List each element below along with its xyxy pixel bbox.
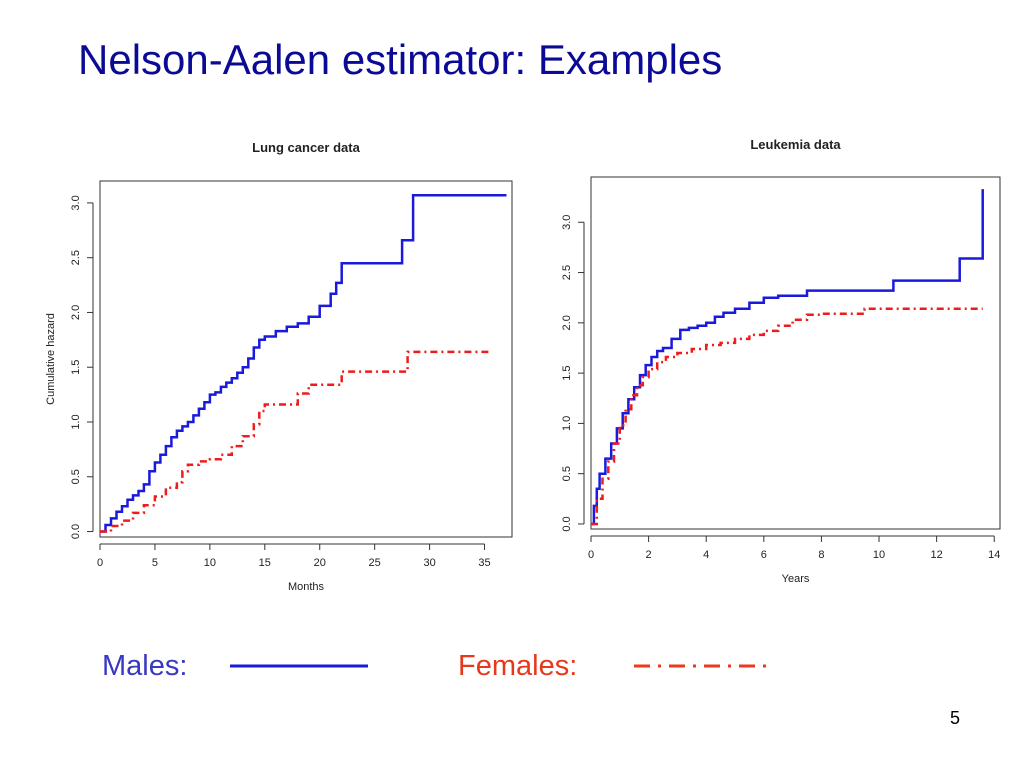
x-tick-label: 25 (369, 557, 381, 569)
y-tick-label: 0.5 (70, 469, 82, 484)
y-axis-label: Cumulative hazard (45, 313, 57, 405)
page-number: 5 (950, 708, 961, 728)
x-tick-label: 20 (314, 557, 326, 569)
y-tick-label: 2.5 (70, 250, 82, 265)
plot-frame (99, 180, 513, 538)
x-tick-label: 10 (873, 549, 885, 561)
series-line-males (591, 189, 984, 526)
x-tick-label: 12 (931, 549, 943, 561)
x-tick-label: 10 (204, 557, 216, 569)
chart-title: Lung cancer data (252, 140, 360, 155)
legend-males-label: Males: (102, 650, 188, 682)
legend-females-line (634, 664, 768, 668)
x-tick-label: 14 (988, 549, 1000, 561)
y-tick-label: 2.0 (561, 315, 573, 330)
x-tick-label: 30 (423, 557, 435, 569)
x-tick-label: 35 (478, 557, 490, 569)
leukemia-plot: Leukemia data 0 2 4 6 8 10 12 14 0.0 0.5 1.0 1.5 2.0 2… (545, 125, 1015, 620)
x-tick-label: 0 (588, 549, 594, 561)
legend-males-line (230, 664, 368, 668)
chart-title: Leukemia data (750, 137, 841, 152)
y-tick-label: 1.5 (561, 365, 573, 380)
y-tick-label: 3.0 (561, 215, 573, 230)
y-tick-label: 3.0 (70, 195, 82, 210)
lung-cancer-chart-svg: Lung cancer data 0 5 10 15 20 25 30 35 0.0 0.5 1.0 1… (45, 140, 513, 593)
x-axis-label: Years (782, 573, 810, 585)
lung-cancer-plot: Lung cancer data 0 5 10 15 20 25 30 35 0.0 0.5 1.0 1… (30, 125, 525, 620)
legend-females-label: Females: (458, 650, 578, 682)
series-line-females (591, 307, 983, 526)
y-tick-label: 1.0 (561, 416, 573, 431)
leukemia-chart-svg: Leukemia data 0 2 4 6 8 10 12 14 0.0 0.5 1.0 1.5 2.0 2… (561, 137, 1001, 585)
x-tick-label: 8 (818, 549, 824, 561)
x-tick-label: 6 (761, 549, 767, 561)
y-tick-label: 2.5 (561, 265, 573, 280)
x-tick-label: 2 (646, 549, 652, 561)
slide-title: Nelson-Aalen estimator: Examples (78, 36, 723, 83)
y-tick-label: 0.0 (561, 516, 573, 531)
y-tick-label: 1.5 (70, 360, 82, 375)
y-tick-label: 0.5 (561, 466, 573, 481)
x-axis-label: Months (288, 581, 325, 593)
y-tick-label: 2.0 (70, 305, 82, 320)
series-line-males (100, 193, 507, 533)
x-tick-label: 15 (259, 557, 271, 569)
x-tick-label: 0 (97, 557, 103, 569)
x-tick-label: 4 (703, 549, 709, 561)
series-line-females (100, 350, 490, 533)
y-tick-label: 0.0 (70, 524, 82, 539)
y-tick-label: 1.0 (70, 414, 82, 429)
plot-frame (590, 176, 1001, 530)
x-tick-label: 5 (152, 557, 158, 569)
